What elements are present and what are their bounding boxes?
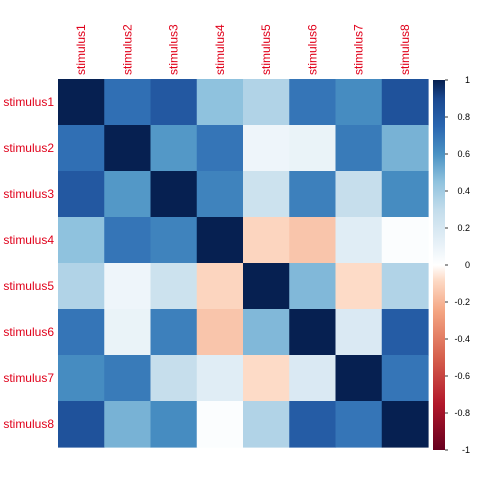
heatmap-cell-3-8 — [381, 171, 429, 218]
heatmap-cell-5-2 — [104, 263, 152, 310]
heatmap-cell-8-2 — [104, 401, 152, 448]
legend-tick-label-8: -0.4 — [454, 334, 470, 344]
heatmap-cell-4-3 — [150, 217, 198, 264]
heatmap-cell-5-1 — [58, 263, 105, 310]
column-label-8: stimulus8 — [398, 24, 412, 75]
heatmap-cell-7-6 — [289, 355, 337, 402]
heatmap-cell-6-1 — [58, 309, 105, 356]
heatmap-cell-2-5 — [243, 125, 290, 172]
column-labels: stimulus1 stimulus2 stimulus3 stimulus4 stim… — [74, 24, 412, 75]
row-label-1: stimulus1 — [3, 95, 54, 109]
heatmap-cell-6-5 — [243, 309, 290, 356]
heatmap-cell-3-6 — [289, 171, 337, 218]
heatmap-cell-6-4 — [196, 309, 244, 356]
heatmap-cell-3-3 — [150, 171, 198, 218]
legend-tick-label-11: -1 — [462, 445, 470, 455]
heatmap-cell-6-2 — [104, 309, 152, 356]
legend-tick-label-5: 0.2 — [457, 223, 470, 233]
heatmap-cell-1-2 — [104, 79, 152, 126]
row-label-7: stimulus7 — [3, 371, 54, 385]
heatmap-cell-1-3 — [150, 79, 198, 126]
heatmap-cell-5-3 — [150, 263, 198, 310]
heatmap-cell-2-1 — [58, 125, 105, 172]
heatmap-cell-2-4 — [196, 125, 244, 172]
heatmap-cell-5-6 — [289, 263, 337, 310]
column-label-2: stimulus2 — [120, 24, 134, 75]
heatmap-cell-5-7 — [335, 263, 383, 310]
heatmap-cell-2-3 — [150, 125, 198, 172]
heatmap-cell-1-7 — [335, 79, 383, 126]
heatmap-cell-8-3 — [150, 401, 198, 448]
column-label-1: stimulus1 — [74, 24, 88, 75]
heatmap-cell-1-8 — [381, 79, 429, 126]
heatmap-cell-3-5 — [243, 171, 290, 218]
heatmap-cell-6-6 — [289, 309, 337, 356]
heatmap-cell-6-3 — [150, 309, 198, 356]
row-labels: stimulus1 stimulus2 stimulus3 stimulus4 stim… — [3, 95, 54, 431]
heatmap-cell-2-8 — [381, 125, 429, 172]
legend-tick-label-1: 1 — [465, 75, 470, 85]
heatmap-cell-4-1 — [58, 217, 105, 264]
legend-tick-label-9: -0.6 — [454, 371, 470, 381]
heatmap-cell-8-5 — [243, 401, 290, 448]
color-legend-bar — [433, 80, 445, 450]
heatmap-cell-4-6 — [289, 217, 337, 264]
row-label-2: stimulus2 — [3, 141, 54, 155]
heatmap-cell-3-2 — [104, 171, 152, 218]
heatmap-cell-7-4 — [196, 355, 244, 402]
heatmap-cell-4-2 — [104, 217, 152, 264]
heatmap-cell-8-6 — [289, 401, 337, 448]
legend-tick-label-4: 0.4 — [457, 186, 470, 196]
heatmap-cell-1-6 — [289, 79, 337, 126]
heatmap-cell-6-8 — [381, 309, 429, 356]
legend-tick-label-6: 0 — [465, 260, 470, 270]
heatmap-cell-4-8 — [381, 217, 429, 264]
heatmap-cell-1-1 — [58, 79, 105, 126]
legend-tick-label-10: -0.8 — [454, 408, 470, 418]
heatmap-cell-7-5 — [243, 355, 290, 402]
legend-tick-label-7: -0.2 — [454, 297, 470, 307]
column-label-3: stimulus3 — [167, 24, 181, 75]
heatmap-cell-8-1 — [58, 401, 105, 448]
heatmap-cell-3-1 — [58, 171, 105, 218]
heatmap-cell-7-1 — [58, 355, 105, 402]
column-label-7: stimulus7 — [352, 24, 366, 75]
legend-tick-label-3: 0.6 — [457, 149, 470, 159]
heatmap-cell-5-4 — [196, 263, 244, 310]
heatmap-cell-2-2 — [104, 125, 152, 172]
column-label-4: stimulus4 — [213, 24, 227, 75]
heatmap-cell-1-5 — [243, 79, 290, 126]
heatmap-cell-7-7 — [335, 355, 383, 402]
heatmap-cell-3-7 — [335, 171, 383, 218]
heatmap-cell-8-7 — [335, 401, 383, 448]
heatmap-cell-2-7 — [335, 125, 383, 172]
heatmap-cell-7-3 — [150, 355, 198, 402]
heatmap-cell-2-6 — [289, 125, 337, 172]
heatmap-cell-7-2 — [104, 355, 152, 402]
heatmap-cell-5-8 — [381, 263, 429, 310]
heatmap-cell-1-4 — [196, 79, 244, 126]
color-legend-ticks: 1 0.8 0.6 0.4 0.2 0 -0.2 -0.4 -0.6 -0.8 -1 — [445, 75, 470, 455]
legend-tick-label-2: 0.8 — [457, 112, 470, 122]
column-label-6: stimulus6 — [305, 24, 319, 75]
row-label-6: stimulus6 — [3, 325, 54, 339]
heatmap-cell-6-7 — [335, 309, 383, 356]
column-label-5: stimulus5 — [259, 24, 273, 75]
heatmap-cell-4-7 — [335, 217, 383, 264]
row-label-4: stimulus4 — [3, 233, 54, 247]
heatmap-cell-4-4 — [196, 217, 244, 264]
row-label-8: stimulus8 — [3, 417, 54, 431]
heatmap-cell-5-5 — [243, 263, 290, 310]
row-label-5: stimulus5 — [3, 279, 54, 293]
heatmap-cell-7-8 — [381, 355, 429, 402]
heatmap-cell-8-4 — [196, 401, 244, 448]
color-legend: 1 0.8 0.6 0.4 0.2 0 -0.2 -0.4 -0.6 -0.8 -1 — [433, 75, 470, 455]
heatmap-cell-4-5 — [243, 217, 290, 264]
row-label-3: stimulus3 — [3, 187, 54, 201]
heatmap-cell-3-4 — [196, 171, 244, 218]
heatmap-cell-8-8 — [381, 401, 429, 448]
heatmap-cells — [58, 79, 429, 448]
